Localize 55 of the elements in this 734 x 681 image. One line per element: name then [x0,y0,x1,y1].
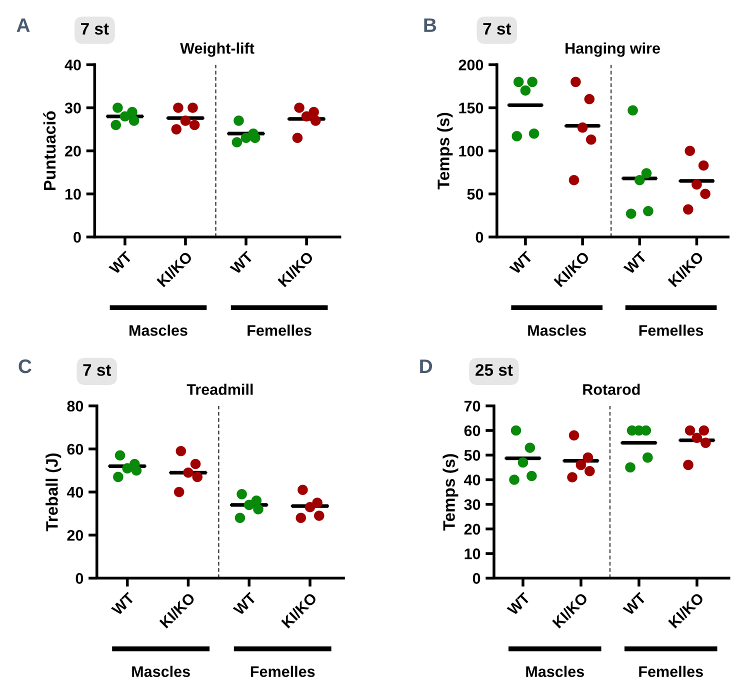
y-tick-label: 100 [459,146,484,157]
chart-title: Treadmill [186,384,253,395]
y-axis-title: Temps (s) [437,112,453,190]
text: 7 st [81,23,109,35]
y-tick-label: 30 [464,499,480,510]
y-tick-label: 60 [67,444,84,455]
chart-title: Weight-lift [180,42,254,57]
text: 7 st [83,364,112,376]
x-tick-label: WT [622,592,647,616]
x-tick-label: WT [110,592,136,616]
text: Mascles [528,324,586,336]
y-tick-label: 20 [464,524,480,535]
text: B [424,18,436,32]
text: Femelles [248,324,312,336]
y-tick-label: 0 [472,573,480,584]
y-tick-label: 0 [74,232,81,243]
text: Mascles [130,324,188,336]
text: Femelles [639,666,703,678]
y-tick-label: 50 [467,188,484,200]
text: Mascles [132,666,190,678]
x-tick-label: WT [232,592,257,616]
y-tick-label: 80 [67,400,84,412]
y-tick-label: 150 [459,102,484,114]
y-tick-label: 40 [64,60,81,70]
text: C [18,359,32,374]
text: D [420,360,432,373]
y-tick-label: 10 [464,548,480,560]
y-axis-title: Puntuació [43,111,56,190]
y-tick-label: 40 [66,486,84,498]
chart-title: Hanging wire [566,42,660,57]
y-tick-label: 30 [64,102,81,114]
x-tick-label: WT [623,250,648,275]
y-tick-label: 60 [464,425,480,436]
chart-title: Rotarod [583,384,640,395]
x-tick-label: WT [506,592,531,616]
x-tick-label: WT [108,250,133,275]
x-tick-label: WT [509,250,534,275]
y-tick-label: 0 [476,232,484,243]
y-tick-label: 40 [464,474,480,486]
y-tick-label: 20 [65,146,81,157]
y-tick-label: 70 [464,400,480,412]
y-tick-label: 20 [67,530,84,541]
y-axis-title: Temps (s) [442,454,458,531]
y-tick-label: 200 [458,60,484,70]
text: Mascles [526,666,584,678]
text: Femelles [250,666,315,678]
y-tick-label: 10 [65,188,81,200]
text: Femelles [639,324,704,336]
text: 7 st [483,23,512,35]
text: 25 st [476,364,513,376]
x-tick-label: WT [230,250,254,275]
y-axis-title: Treball (J) [46,453,62,532]
y-tick-label: 50 [464,450,480,461]
y-tick-label: 0 [76,573,84,584]
text: A [16,18,30,32]
